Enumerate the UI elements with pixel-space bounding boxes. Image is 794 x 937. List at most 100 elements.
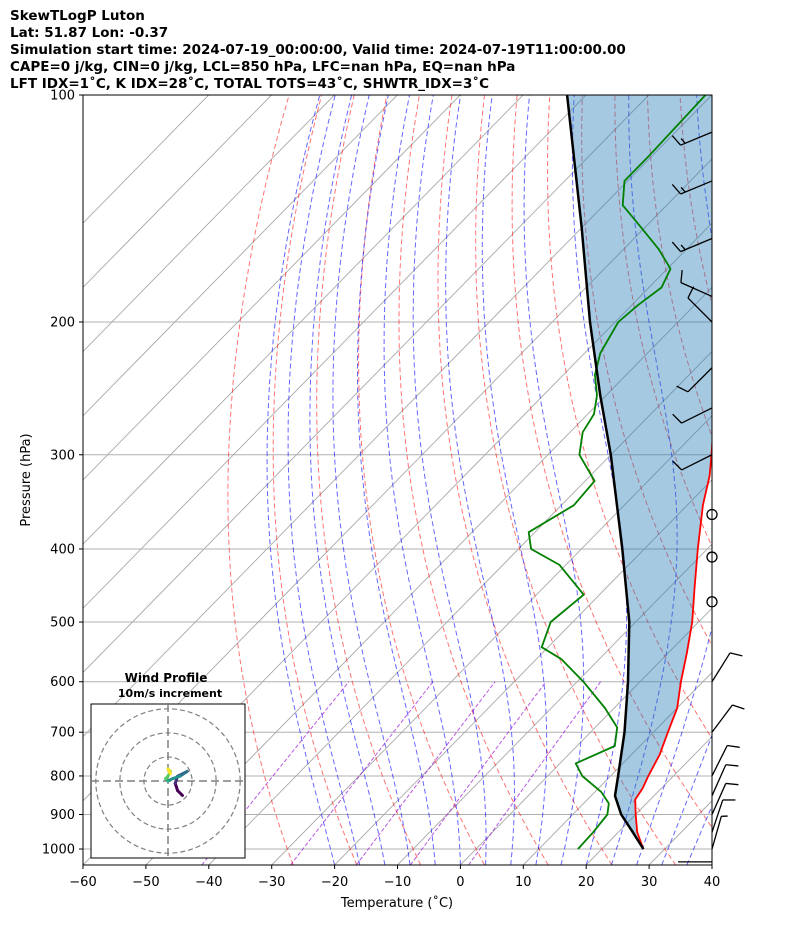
x-tick-label: −30 — [258, 875, 285, 890]
x-tick-label: 10 — [515, 875, 532, 890]
moist-adiabat-line — [357, 95, 436, 865]
y-tick-label: 400 — [50, 542, 75, 557]
barb-staff — [681, 407, 713, 424]
x-axis-label: Temperature (˚C) — [340, 895, 453, 911]
moist-adiabat-line — [309, 95, 386, 865]
moist-adiabat-line — [523, 95, 585, 865]
moist-adiabat-line — [737, 95, 794, 865]
barb-flag — [671, 184, 682, 195]
y-tick-label: 1000 — [42, 843, 75, 858]
barb-staff — [711, 816, 722, 850]
y-tick-label: 200 — [50, 315, 75, 330]
isotherm-line — [83, 95, 712, 738]
barb-staff — [711, 764, 727, 797]
y-tick-label: 600 — [50, 675, 75, 690]
x-axis: −60 −50 −40 −30 −20 −10 0 10 20 30 40 — [69, 865, 720, 890]
moist-adiabat-line — [332, 95, 411, 865]
x-tick-label: −40 — [195, 875, 222, 890]
isotherm-line — [271, 415, 712, 865]
parcel-line — [565, 95, 645, 850]
wind-barb — [711, 815, 728, 850]
barb-flag — [671, 241, 682, 253]
dry-adiabat-line — [581, 95, 712, 647]
barb-staff — [687, 297, 713, 323]
barb-flag — [671, 135, 682, 146]
dry-adiabat-line — [614, 95, 712, 548]
isotherm-line — [145, 286, 712, 865]
location-line: Lat: 51.87 Lon: -0.37 — [10, 25, 169, 41]
barb-staff — [711, 745, 728, 777]
barb-flag — [729, 652, 743, 657]
wind-barb — [711, 799, 736, 833]
wind-barb — [706, 508, 718, 521]
barb-flag — [727, 744, 740, 748]
barb-staff — [711, 652, 731, 683]
isotherm-line — [83, 95, 587, 609]
y-tick-label: 900 — [50, 808, 75, 823]
isotherm-line — [83, 95, 272, 288]
x-tick-label: −10 — [384, 875, 411, 890]
dry-adiabat-line — [398, 95, 549, 865]
calm-wind-circle — [706, 508, 718, 521]
dry-adiabat-line — [272, 95, 358, 865]
mixing-ratio-line — [355, 681, 496, 865]
dry-adiabat-line — [511, 95, 712, 829]
barb-flag — [680, 269, 683, 283]
moist-adiabat-line — [610, 95, 678, 865]
moist-adiabat-line — [412, 95, 487, 865]
wind-barb — [706, 596, 718, 608]
wind-barb — [711, 744, 740, 777]
moist-adiabat-line — [571, 95, 628, 865]
moist-adiabat-line — [686, 804, 712, 865]
wind-barb — [671, 180, 713, 195]
dewpoint-line — [527, 95, 707, 850]
y-axis: 1000 900 800 700 600 500 400 300 200 100 — [42, 89, 83, 858]
barb-half-flag — [680, 138, 686, 144]
dry-adiabat-line — [745, 95, 794, 865]
moist-adiabat-line — [383, 95, 461, 865]
temperature-line — [634, 433, 712, 850]
moist-adiabat-line — [481, 95, 548, 865]
wind-barb — [672, 454, 713, 471]
barb-staff — [680, 180, 713, 195]
x-tick-label: 40 — [704, 875, 721, 890]
x-tick-label: −50 — [132, 875, 159, 890]
barb-staff — [680, 237, 713, 253]
dry-adiabat-line — [475, 95, 677, 865]
wind-barb — [671, 131, 713, 146]
barb-staff — [711, 704, 733, 733]
moist-adiabat-line — [445, 95, 515, 865]
barb-staff — [711, 783, 727, 815]
isotherm-line — [83, 95, 650, 674]
isotherm-line — [83, 95, 461, 481]
x-tick-label: −20 — [321, 875, 348, 890]
barb-flag — [725, 782, 739, 786]
moist-adiabat-line — [266, 95, 336, 865]
calm-wind-circle — [706, 551, 718, 563]
barb-flag — [676, 385, 689, 393]
chart-header: SkewTLogP Luton Lat: 51.87 Lon: -0.37 Si… — [10, 8, 626, 93]
isotherm-line — [208, 350, 712, 865]
isotherm-line — [83, 95, 335, 353]
wind-barb — [706, 551, 718, 563]
wind-barb — [671, 237, 713, 253]
isotherm-line — [775, 95, 794, 865]
wind-barb — [711, 782, 739, 815]
indices-line: LFT IDX=1˚C, K IDX=28˚C, TOTAL TOTS=43˚C… — [10, 76, 490, 92]
y-axis-label: Pressure (hPa) — [19, 433, 34, 526]
y-tick-label: 300 — [50, 448, 75, 463]
barb-staff — [687, 367, 713, 393]
hodograph-title: Wind Profile — [125, 671, 208, 685]
y-tick-label: 800 — [50, 769, 75, 784]
wind-barb — [676, 367, 713, 393]
x-tick-label: 30 — [641, 875, 658, 890]
x-tick-label: 0 — [456, 875, 464, 890]
isotherm-line — [397, 543, 712, 865]
hodograph-segment — [166, 767, 172, 776]
cin-area-fill — [567, 95, 712, 849]
barb-flag — [725, 764, 739, 767]
dry-adiabat-line — [316, 95, 422, 865]
cape-line: CAPE=0 j/kg, CIN=0 j/kg, LCL=850 hPa, LF… — [10, 59, 516, 75]
barb-half-flag — [680, 244, 686, 251]
